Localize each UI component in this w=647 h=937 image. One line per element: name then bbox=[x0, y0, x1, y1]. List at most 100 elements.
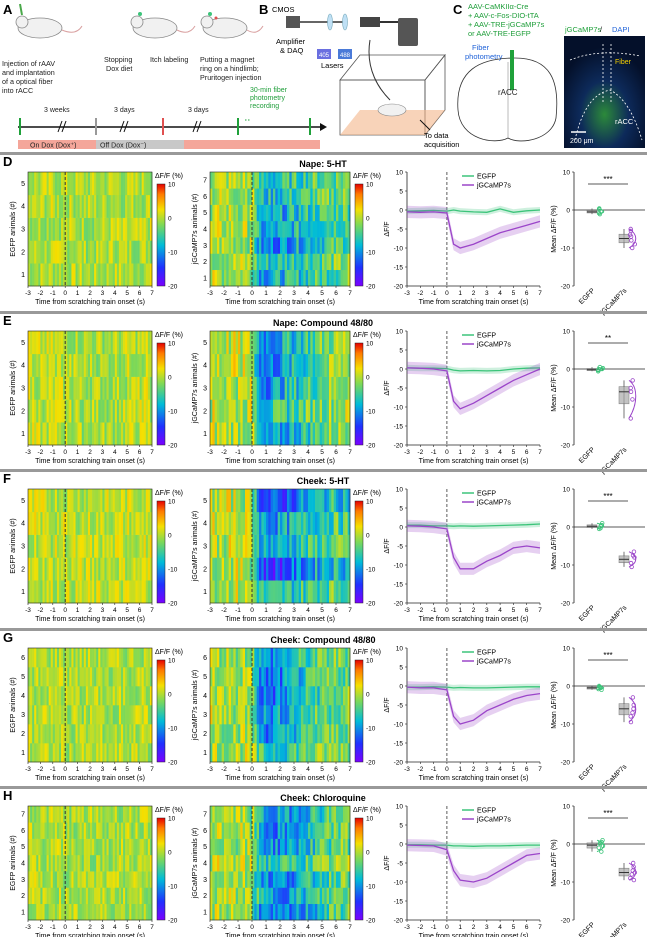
heatmap-cell bbox=[284, 237, 288, 254]
heatmap-cell bbox=[48, 194, 52, 218]
heatmap-cell bbox=[38, 557, 41, 581]
heatmap-cell bbox=[240, 838, 243, 856]
heatmap-cell bbox=[305, 422, 309, 446]
y-tick-label: -10 bbox=[394, 880, 404, 887]
heatmap-cell bbox=[104, 353, 107, 377]
heatmap-cell bbox=[254, 188, 257, 205]
heatmap-cell bbox=[79, 705, 83, 725]
heatmap-cell bbox=[98, 331, 101, 355]
heatmap-cell bbox=[329, 724, 332, 744]
heatmap-cell bbox=[219, 667, 222, 687]
heatmap-cell bbox=[81, 172, 85, 196]
heatmap-cell bbox=[104, 399, 107, 423]
heatmap-cell bbox=[347, 331, 351, 355]
heatmap-cell bbox=[127, 240, 130, 264]
heatmap-cell bbox=[145, 422, 149, 446]
heatmap-cell bbox=[252, 580, 255, 604]
heatmap-cell bbox=[270, 511, 274, 535]
heatmap-cell bbox=[30, 399, 33, 423]
heatmap-cell bbox=[329, 903, 332, 921]
heatmap-cell bbox=[92, 705, 95, 725]
heatmap-cell bbox=[83, 240, 87, 264]
heatmap-cell bbox=[268, 854, 271, 872]
heatmap-cell bbox=[338, 422, 341, 446]
heatmap-cell bbox=[336, 705, 339, 725]
heatmap-cell bbox=[228, 648, 232, 668]
x-tick-label: 1 bbox=[458, 290, 462, 297]
heatmap-cell bbox=[137, 648, 140, 668]
heatmap-cell bbox=[317, 353, 320, 377]
heatmap-cell bbox=[277, 172, 281, 189]
heatmap-cell bbox=[333, 838, 337, 856]
heatmap-cell bbox=[268, 376, 271, 400]
heatmap-cell bbox=[96, 580, 99, 604]
legend-label-gcamp: jGCaMP7s bbox=[476, 817, 511, 824]
heatmap-cell bbox=[87, 172, 91, 196]
x-tick-label: 2 bbox=[278, 924, 282, 931]
heatmap-cell bbox=[338, 331, 341, 355]
heatmap-cell bbox=[268, 871, 271, 888]
heatmap-cell bbox=[75, 724, 78, 744]
heatmap-cell bbox=[100, 399, 103, 423]
heatmap-cell bbox=[129, 686, 132, 706]
heatmap-cell bbox=[94, 822, 97, 839]
heatmap-cell bbox=[147, 217, 151, 241]
heatmap-cell bbox=[42, 667, 45, 687]
label-3-days-2: 3 days bbox=[188, 107, 209, 114]
heatmap-cell bbox=[303, 854, 306, 872]
heatmap-cell bbox=[336, 237, 339, 254]
heatmap-cell bbox=[329, 204, 332, 222]
heatmap-cell bbox=[268, 667, 271, 687]
heatmap-cell bbox=[96, 217, 99, 241]
x-tick-label: 6 bbox=[334, 290, 338, 297]
heatmap-cell bbox=[219, 648, 222, 668]
heatmap-cell bbox=[79, 854, 83, 872]
heatmap-cell bbox=[226, 686, 229, 706]
heatmap-cell bbox=[30, 648, 33, 668]
heatmap-cell bbox=[242, 854, 246, 872]
heatmap-cell bbox=[249, 724, 253, 744]
heatmap-cell bbox=[143, 903, 147, 921]
heatmap-cell bbox=[123, 511, 126, 535]
heatmap-cell bbox=[44, 534, 47, 558]
heatmap-cell bbox=[71, 331, 74, 355]
x-tick-label: 4 bbox=[306, 924, 310, 931]
heatmap-cell bbox=[268, 331, 271, 355]
heatmap-cell bbox=[114, 489, 118, 513]
y-tick-label: 4 bbox=[21, 861, 25, 868]
heatmap-cell bbox=[347, 838, 351, 856]
heatmap-cell bbox=[96, 511, 99, 535]
heatmap-cell bbox=[294, 887, 297, 905]
heatmap-cell bbox=[347, 822, 351, 839]
heatmap-cell bbox=[30, 557, 33, 581]
heatmap-cell bbox=[71, 854, 74, 872]
heatmap-cell bbox=[252, 188, 255, 205]
heatmap-cell bbox=[228, 188, 232, 205]
heatmap-cell bbox=[294, 353, 297, 377]
heatmap-cell bbox=[125, 705, 128, 725]
heatmap-cell bbox=[34, 806, 37, 823]
heatmap-cell bbox=[73, 822, 76, 839]
heatmap-cell bbox=[127, 854, 130, 872]
heatmap-cell bbox=[266, 686, 269, 706]
heatmap-cell bbox=[65, 724, 68, 744]
heatmap-cell bbox=[245, 237, 248, 254]
heatmap-cell bbox=[147, 580, 151, 604]
heatmap-cell bbox=[65, 557, 68, 581]
heatmap-cell bbox=[77, 511, 80, 535]
heatmap-cell bbox=[305, 399, 309, 423]
y-tick-label: 1 bbox=[21, 272, 25, 279]
heatmap-cell bbox=[77, 422, 80, 446]
heatmap-cell bbox=[73, 263, 76, 287]
heatmap-cell bbox=[121, 511, 124, 535]
colorbar-tick-label: -10 bbox=[168, 409, 178, 416]
heatmap-cell bbox=[301, 686, 304, 706]
heatmap-cell bbox=[238, 237, 241, 254]
heatmap-cell bbox=[324, 353, 327, 377]
mouse-illustration-1 bbox=[15, 3, 83, 39]
heatmap-cell bbox=[135, 854, 138, 872]
heatmap-cell bbox=[116, 217, 120, 241]
heatmap-cell bbox=[139, 557, 142, 581]
heatmap-cell bbox=[228, 489, 232, 513]
heatmap-cell bbox=[315, 204, 318, 222]
